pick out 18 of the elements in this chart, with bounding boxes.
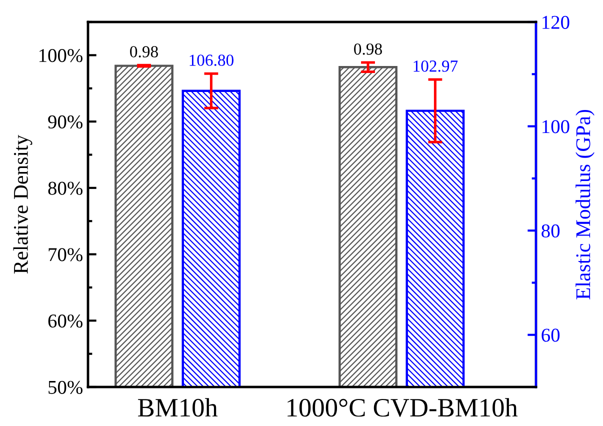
y2-tick-label: 60 [542, 328, 560, 342]
y2-tick-label: 120 [542, 16, 570, 29]
y-tick-label: 100% [39, 49, 82, 62]
y2-tick-label: 80 [542, 224, 560, 238]
y2-axis-title: Elastic Modulus (GPa) [576, 110, 594, 300]
data-label: 106.80 [190, 54, 234, 66]
data-label: 0.98 [354, 43, 382, 55]
x-tick-label: 1000°C CVD-BM10h [288, 398, 518, 417]
y-tick-label: 90% [48, 115, 82, 129]
y-tick-label: 50% [48, 380, 82, 394]
y2-tick-label: 100 [542, 120, 570, 134]
x-tick-label: BM10h [138, 398, 218, 417]
data-label: 102.97 [414, 60, 458, 72]
y-axis-title: Relative Density [13, 134, 32, 274]
y-tick-label: 80% [48, 182, 82, 195]
y-tick-label: 70% [48, 248, 82, 262]
y-tick-label: 60% [48, 314, 82, 328]
data-label: 0.98 [130, 46, 158, 58]
